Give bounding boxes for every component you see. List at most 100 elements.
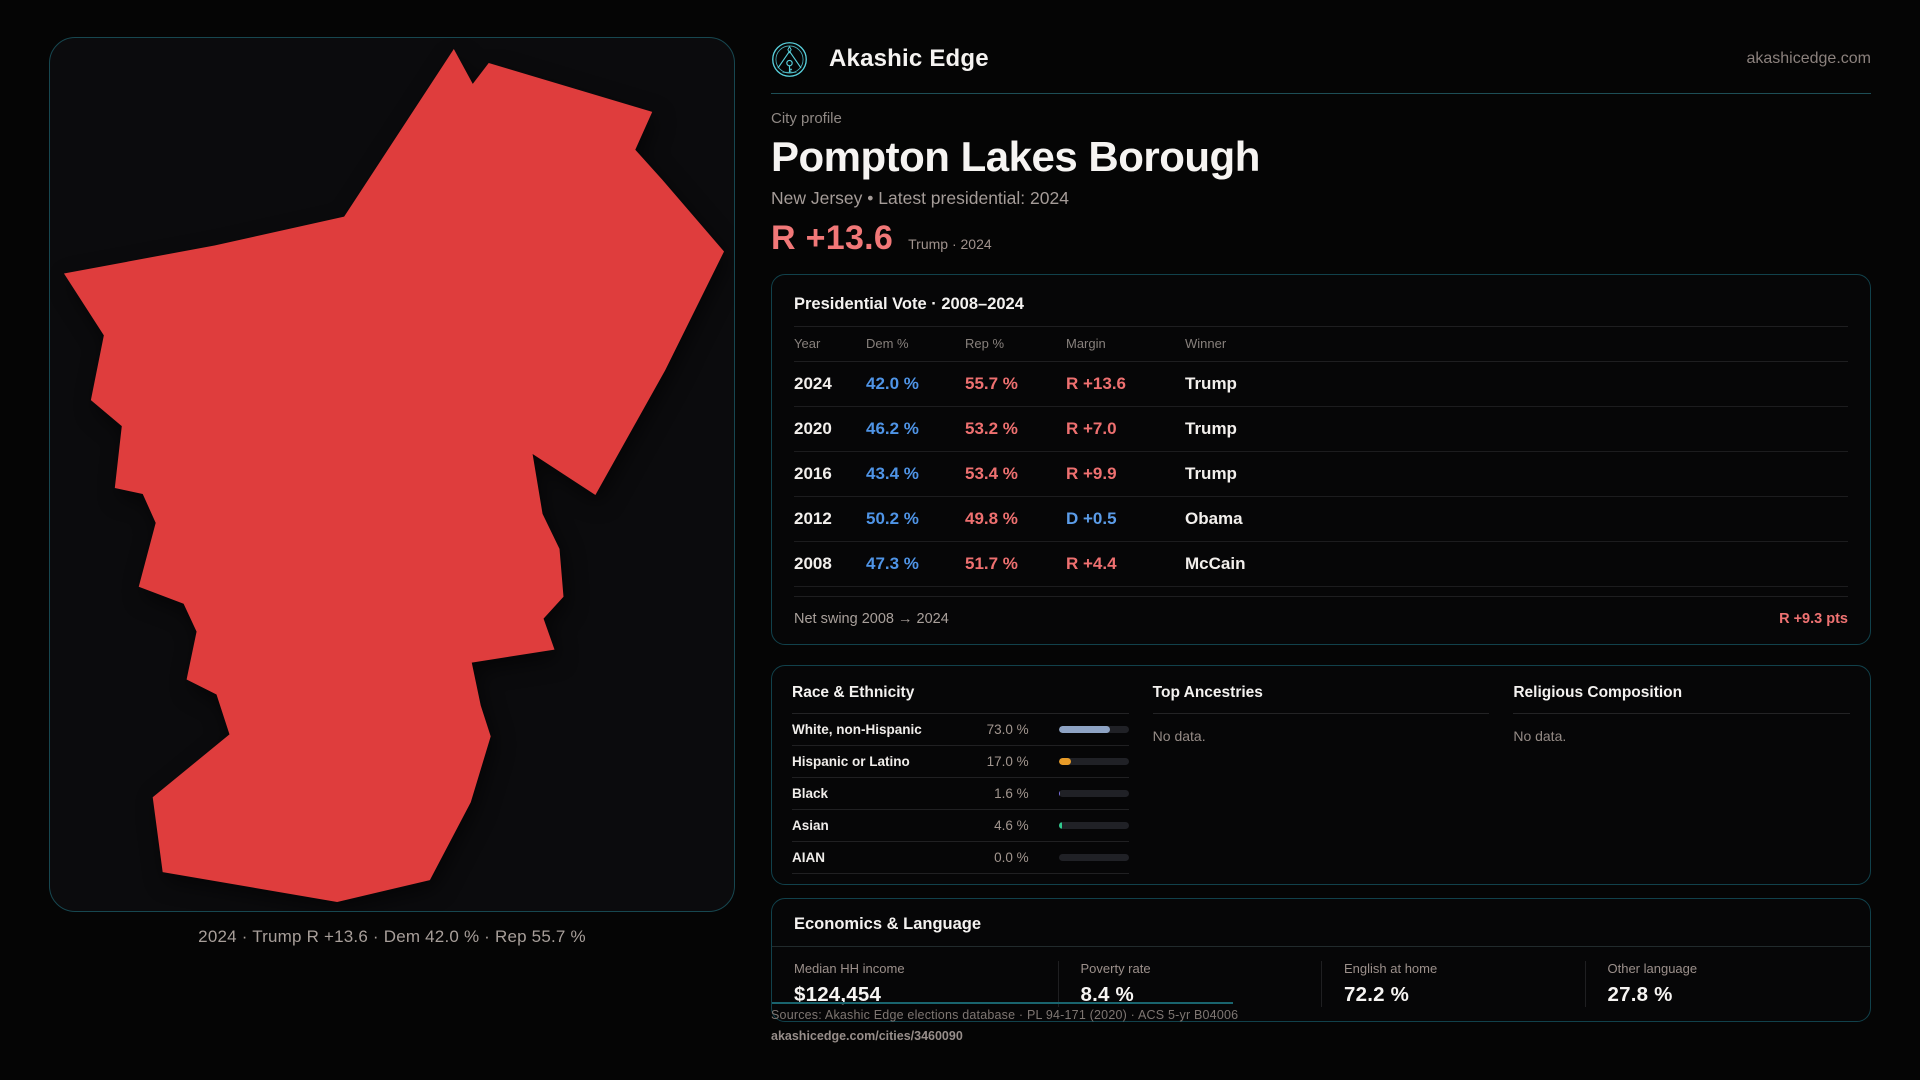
- race-value: 73.0 %: [986, 722, 1029, 738]
- list-item: Black 1.6 %: [792, 778, 1129, 811]
- column-header-margin: Margin: [1066, 336, 1106, 352]
- list-item: White, non-Hispanic 73.0 %: [792, 714, 1129, 747]
- column-header-dem: Dem %: [866, 336, 909, 352]
- sources-footer: Sources: Akashic Edge elections database…: [771, 1005, 1238, 1047]
- headline-margin-context: Trump · 2024: [908, 236, 992, 253]
- list-item: AIAN 0.0 %: [792, 842, 1129, 875]
- race-value: 0.0 %: [994, 850, 1029, 866]
- cell-year: 2024: [794, 374, 832, 394]
- race-bar-fill: [1058, 726, 1110, 734]
- race-bar-track: [1058, 758, 1129, 766]
- brand-name[interactable]: Akashic Edge: [829, 45, 989, 72]
- akashic-edge-logo-icon[interactable]: [771, 41, 808, 78]
- column-header-year: Year: [794, 336, 821, 352]
- net-swing-row: Net swing 2008 → 2024 R +9.3 pts: [794, 596, 1848, 630]
- stat-value: 72.2 %: [1344, 983, 1410, 1007]
- race-label: Hispanic or Latino: [792, 754, 910, 770]
- list-item: Hispanic or Latino 17.0 %: [792, 746, 1129, 779]
- page-title: Pompton Lakes Borough: [771, 133, 1260, 180]
- race-ethnicity-section: Race & Ethnicity White, non-Hispanic 73.…: [792, 684, 1129, 875]
- economics-card-title: Economics & Language: [794, 915, 982, 934]
- race-bar-track: [1058, 822, 1129, 830]
- race-bar-track: [1058, 790, 1129, 798]
- stat-label: Poverty rate: [1080, 961, 1151, 977]
- economics-title-divider: [772, 946, 1870, 948]
- religion-empty-state: No data.: [1513, 728, 1567, 745]
- economics-card: Economics & Language Median HH income $1…: [771, 898, 1871, 1023]
- cell-winner: Trump: [1185, 464, 1237, 484]
- cell-winner: Trump: [1185, 419, 1237, 439]
- race-value: 1.6 %: [994, 786, 1029, 802]
- vote-table-header: Year Dem % Rep % Margin Winner: [794, 327, 1848, 363]
- race-bar-fill: [1058, 790, 1060, 798]
- header-divider: [771, 93, 1871, 94]
- page-kicker: City profile: [771, 110, 842, 127]
- cell-dem: 50.2 %: [866, 509, 919, 529]
- table-row: 2024 42.0 % 55.7 % R +13.6 Trump: [794, 362, 1848, 408]
- economics-accent-line: [772, 1002, 1234, 1005]
- stat-value: 8.4 %: [1080, 983, 1134, 1007]
- table-row: 2020 46.2 % 53.2 % R +7.0 Trump: [794, 407, 1848, 453]
- demographics-card: Race & Ethnicity White, non-Hispanic 73.…: [771, 665, 1871, 886]
- cell-margin: R +4.4: [1066, 554, 1117, 574]
- top-ancestries-section: Top Ancestries No data.: [1152, 684, 1490, 874]
- cell-winner: Trump: [1185, 374, 1237, 394]
- race-section-title: Race & Ethnicity: [792, 684, 1129, 715]
- cell-rep: 53.4 %: [965, 464, 1018, 484]
- cell-winner: Obama: [1185, 509, 1243, 529]
- profile-content: Akashic Edge akashicedge.com City profil…: [771, 40, 1871, 1023]
- race-value: 4.6 %: [994, 818, 1029, 834]
- cell-margin: R +9.9: [1066, 464, 1117, 484]
- headline-margin-value: R +13.6: [771, 219, 894, 258]
- cell-dem: 47.3 %: [866, 554, 919, 574]
- cell-rep: 49.8 %: [965, 509, 1018, 529]
- race-label: Asian: [792, 818, 829, 834]
- table-row: 2016 43.4 % 53.4 % R +9.9 Trump: [794, 452, 1848, 498]
- race-label: Black: [792, 786, 829, 802]
- sources-text: Sources: Akashic Edge elections database…: [771, 1008, 1239, 1022]
- cell-dem: 46.2 %: [866, 419, 919, 439]
- race-bar-track: [1058, 854, 1129, 862]
- stat-value: 27.8 %: [1607, 983, 1673, 1007]
- religious-composition-section: Religious Composition No data.: [1513, 684, 1850, 874]
- header-bar: Akashic Edge akashicedge.com: [771, 40, 1871, 78]
- race-bar-fill: [1058, 758, 1071, 766]
- stat-label: Median HH income: [794, 961, 905, 977]
- city-boundary-map: [63, 48, 725, 903]
- cell-margin: R +13.6: [1066, 374, 1127, 394]
- stat-poverty-rate: Poverty rate 8.4 %: [1057, 961, 1322, 1008]
- cell-year: 2016: [794, 464, 832, 484]
- race-value: 17.0 %: [986, 754, 1029, 770]
- race-label: White, non-Hispanic: [792, 722, 922, 738]
- economics-stats-row: Median HH income $124,454 Poverty rate 8…: [772, 947, 1870, 1008]
- vote-card-title: Presidential Vote · 2008–2024: [794, 295, 1024, 314]
- net-swing-value: R +9.3 pts: [1779, 611, 1848, 628]
- cell-rep: 53.2 %: [965, 419, 1018, 439]
- race-bar-fill: [1058, 822, 1062, 830]
- ancestries-section-title: Top Ancestries: [1152, 684, 1490, 715]
- column-header-rep: Rep %: [965, 336, 1005, 352]
- brand-domain-link[interactable]: akashicedge.com: [1746, 50, 1871, 67]
- permalink[interactable]: akashicedge.com/cities/3460090: [771, 1029, 963, 1043]
- stat-label: Other language: [1607, 961, 1698, 977]
- stat-english-at-home: English at home 72.2 %: [1321, 961, 1585, 1008]
- city-boundary-shape: [63, 48, 725, 903]
- cell-year: 2008: [794, 554, 832, 574]
- net-swing-label: Net swing 2008 → 2024: [794, 611, 949, 628]
- cell-margin: D +0.5: [1066, 509, 1117, 529]
- cell-margin: R +7.0: [1066, 419, 1117, 439]
- race-label: AIAN: [792, 850, 825, 866]
- page-subtitle: New Jersey • Latest presidential: 2024: [771, 188, 1069, 209]
- stat-other-language: Other language 27.8 %: [1584, 961, 1849, 1008]
- cell-winner: McCain: [1185, 554, 1246, 574]
- list-item: Asian 4.6 %: [792, 810, 1129, 843]
- cell-year: 2012: [794, 509, 832, 529]
- stat-median-hh-income: Median HH income $124,454: [794, 961, 1058, 1007]
- cell-dem: 43.4 %: [866, 464, 919, 484]
- ancestries-empty-state: No data.: [1152, 728, 1206, 745]
- cell-year: 2020: [794, 419, 832, 439]
- stat-label: English at home: [1344, 961, 1438, 977]
- vote-title-divider: [794, 326, 1848, 328]
- table-row: 2008 47.3 % 51.7 % R +4.4 McCain: [794, 542, 1848, 588]
- religion-section-title: Religious Composition: [1513, 684, 1850, 715]
